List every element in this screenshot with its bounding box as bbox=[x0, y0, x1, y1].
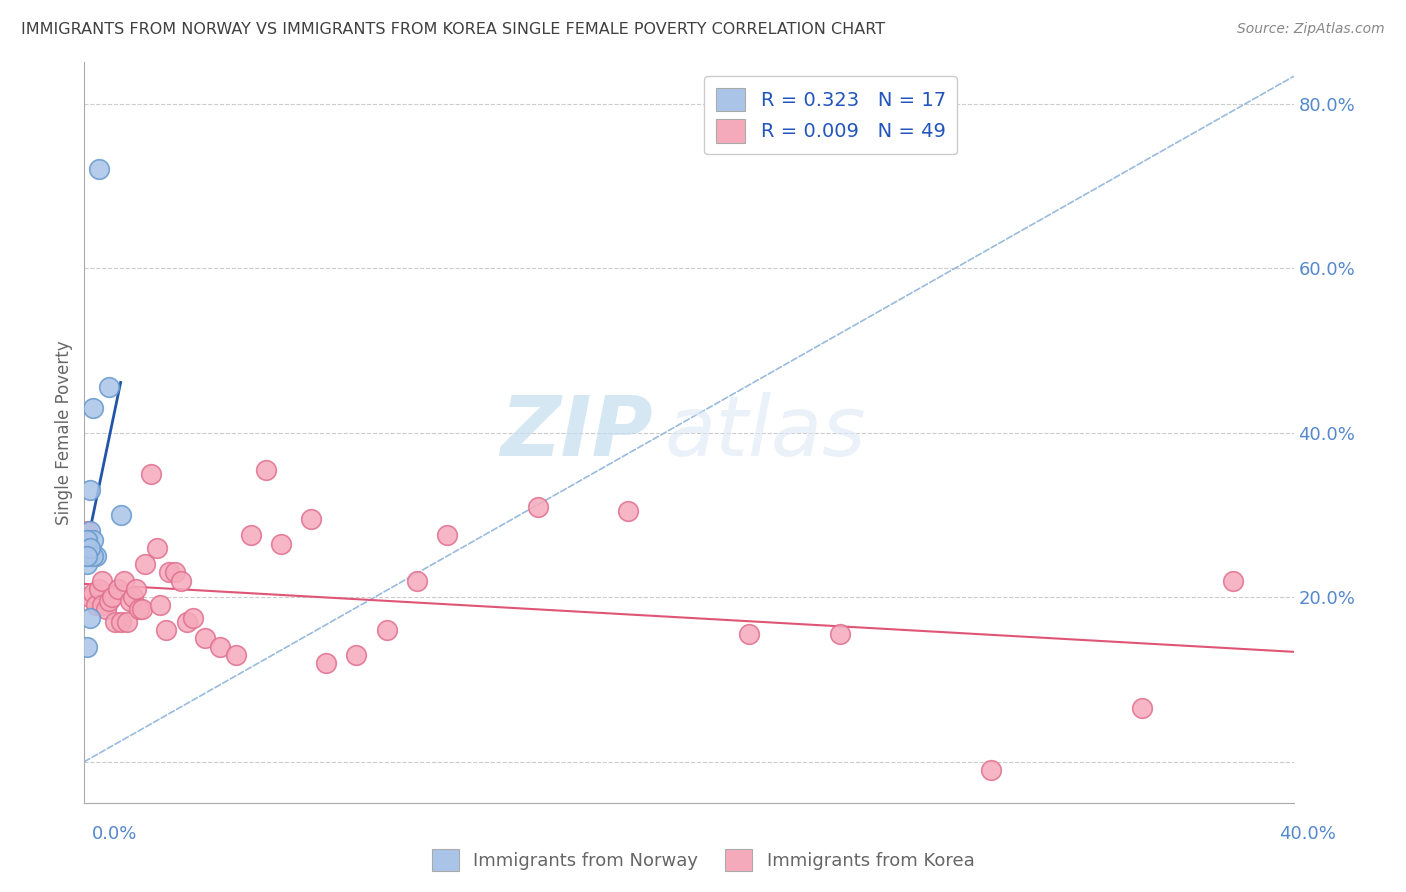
Point bbox=[315, 656, 337, 670]
Point bbox=[76, 533, 98, 547]
Point bbox=[299, 512, 322, 526]
Text: 0.0%: 0.0% bbox=[91, 825, 136, 843]
Point bbox=[112, 574, 135, 588]
Legend: Immigrants from Norway, Immigrants from Korea: Immigrants from Norway, Immigrants from … bbox=[425, 842, 981, 879]
Point bbox=[830, 627, 852, 641]
Point bbox=[86, 549, 108, 563]
Point bbox=[1222, 574, 1244, 588]
Point bbox=[91, 574, 114, 588]
Point bbox=[980, 763, 1002, 777]
Point bbox=[181, 610, 204, 624]
Point bbox=[155, 623, 177, 637]
Point bbox=[125, 582, 148, 596]
Point bbox=[375, 623, 398, 637]
Text: 40.0%: 40.0% bbox=[1279, 825, 1336, 843]
Point bbox=[157, 566, 180, 580]
Text: Source: ZipAtlas.com: Source: ZipAtlas.com bbox=[1237, 22, 1385, 37]
Point bbox=[134, 558, 156, 572]
Point bbox=[82, 533, 104, 547]
Point bbox=[79, 610, 101, 624]
Point bbox=[406, 574, 429, 588]
Point bbox=[100, 590, 122, 604]
Point bbox=[121, 590, 143, 604]
Point bbox=[94, 602, 117, 616]
Point bbox=[110, 508, 132, 522]
Point bbox=[76, 558, 98, 572]
Point bbox=[194, 632, 217, 646]
Point bbox=[76, 533, 98, 547]
Point bbox=[86, 599, 108, 613]
Point bbox=[346, 648, 368, 662]
Point bbox=[165, 566, 187, 580]
Text: atlas: atlas bbox=[665, 392, 866, 473]
Point bbox=[89, 582, 111, 596]
Point bbox=[76, 524, 98, 539]
Point bbox=[76, 549, 98, 563]
Point bbox=[89, 162, 111, 177]
Point bbox=[79, 524, 101, 539]
Point bbox=[270, 536, 292, 550]
Text: IMMIGRANTS FROM NORWAY VS IMMIGRANTS FROM KOREA SINGLE FEMALE POVERTY CORRELATIO: IMMIGRANTS FROM NORWAY VS IMMIGRANTS FRO… bbox=[21, 22, 886, 37]
Y-axis label: Single Female Poverty: Single Female Poverty bbox=[55, 341, 73, 524]
Point bbox=[110, 615, 132, 629]
Point bbox=[131, 602, 153, 616]
Point bbox=[239, 528, 262, 542]
Point bbox=[146, 541, 169, 555]
Point bbox=[91, 599, 114, 613]
Point bbox=[1130, 701, 1153, 715]
Point bbox=[436, 528, 458, 542]
Point bbox=[79, 483, 101, 498]
Point bbox=[128, 602, 150, 616]
Point bbox=[82, 586, 104, 600]
Point bbox=[79, 590, 101, 604]
Point bbox=[149, 599, 172, 613]
Point bbox=[97, 594, 120, 608]
Point bbox=[139, 467, 162, 481]
Point bbox=[82, 401, 104, 415]
Legend: R = 0.323   N = 17, R = 0.009   N = 49: R = 0.323 N = 17, R = 0.009 N = 49 bbox=[704, 76, 957, 154]
Point bbox=[738, 627, 761, 641]
Point bbox=[107, 582, 129, 596]
Point bbox=[118, 594, 141, 608]
Point bbox=[76, 640, 98, 654]
Point bbox=[254, 462, 277, 476]
Point bbox=[170, 574, 193, 588]
Point bbox=[527, 500, 550, 514]
Point bbox=[76, 541, 98, 555]
Point bbox=[97, 380, 120, 394]
Point bbox=[104, 615, 127, 629]
Point bbox=[617, 504, 640, 518]
Point bbox=[209, 640, 232, 654]
Point bbox=[82, 549, 104, 563]
Point bbox=[225, 648, 247, 662]
Point bbox=[176, 615, 198, 629]
Point bbox=[115, 615, 138, 629]
Text: ZIP: ZIP bbox=[501, 392, 652, 473]
Point bbox=[79, 541, 101, 555]
